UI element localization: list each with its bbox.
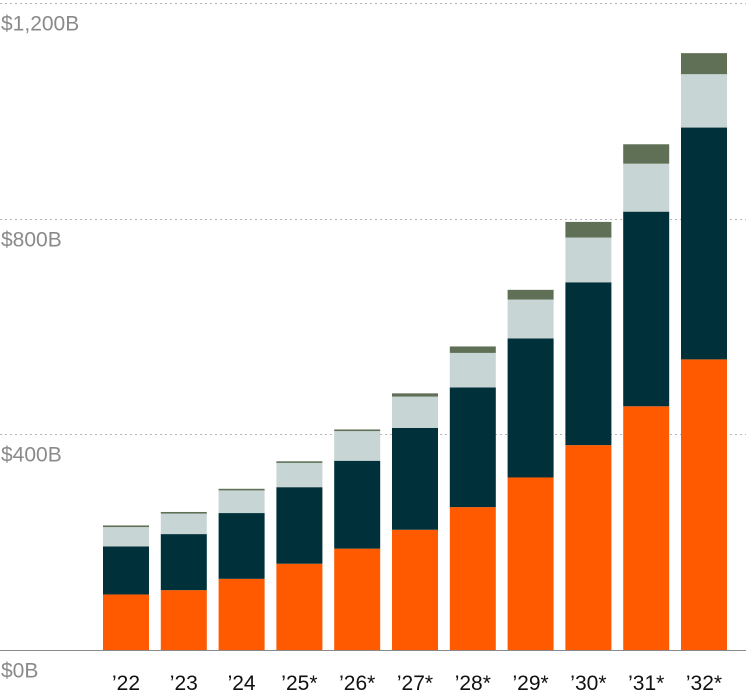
bar-segment bbox=[623, 144, 670, 164]
bar-segment bbox=[103, 594, 149, 650]
bar-segment bbox=[507, 338, 554, 478]
x-tick-label: ’32* bbox=[686, 672, 722, 695]
bar-segment bbox=[449, 352, 496, 388]
bar-segment bbox=[392, 393, 438, 397]
bar-segment bbox=[276, 563, 323, 650]
gridlines bbox=[0, 3, 746, 651]
bar-segment bbox=[565, 445, 612, 650]
bars bbox=[103, 53, 727, 650]
bar-segment bbox=[681, 127, 727, 360]
bar-segment bbox=[334, 431, 381, 461]
y-tick-label: $400B bbox=[1, 444, 62, 467]
y-tick-label: $0B bbox=[1, 660, 38, 683]
bar-segment bbox=[276, 462, 323, 488]
bar-segment bbox=[160, 534, 207, 591]
bar-segment bbox=[334, 429, 381, 432]
x-tick-label: ’28* bbox=[455, 672, 491, 695]
bar-segment bbox=[565, 282, 612, 446]
x-tick-label: ’24 bbox=[228, 672, 256, 695]
bar-segment bbox=[392, 529, 438, 650]
bar-segment bbox=[507, 477, 554, 650]
bar-segment bbox=[334, 460, 381, 549]
x-tick-label: ’30* bbox=[570, 672, 606, 695]
bar-segment bbox=[218, 490, 265, 514]
bar-segment bbox=[681, 359, 727, 650]
bar-segment bbox=[565, 237, 612, 283]
bar-segment bbox=[449, 346, 496, 353]
bar-segment bbox=[103, 546, 149, 595]
x-tick-label: ’26* bbox=[339, 672, 375, 695]
bar-segment bbox=[160, 511, 207, 514]
bar-segment bbox=[103, 525, 149, 528]
bar-segment bbox=[449, 387, 496, 508]
x-tick-label: ’25* bbox=[281, 672, 317, 695]
x-tick-label: ’31* bbox=[628, 672, 664, 695]
bar-segment bbox=[681, 53, 727, 75]
bar-segment bbox=[507, 289, 554, 300]
bar-segment bbox=[623, 163, 670, 212]
bar-segment bbox=[160, 590, 207, 650]
x-tick-label: ’29* bbox=[512, 672, 548, 695]
bar-segment bbox=[449, 507, 496, 650]
bar-segment bbox=[218, 578, 265, 650]
x-axis-labels: ’22 ’23 ’24 ’25* ’26* ’27* ’28* ’29* ’30* ’31* ’32… bbox=[112, 672, 722, 695]
bar-segment bbox=[160, 513, 207, 535]
y-tick-label: $1,200B bbox=[1, 13, 79, 36]
bar-segment bbox=[623, 211, 670, 407]
bar-segment bbox=[334, 548, 381, 650]
y-tick-label: $800B bbox=[1, 229, 62, 252]
bar-segment bbox=[276, 461, 323, 463]
x-tick-label: ’22 bbox=[112, 672, 140, 695]
bar-segment bbox=[623, 406, 670, 650]
y-axis-labels: $0B $400B $800B $1,200B bbox=[1, 13, 79, 683]
bar-segment bbox=[565, 221, 612, 238]
bar-segment bbox=[218, 513, 265, 579]
bar-segment bbox=[392, 427, 438, 530]
x-tick-label: ’23 bbox=[170, 672, 198, 695]
bar-segment bbox=[681, 74, 727, 128]
x-tick-label: ’27* bbox=[397, 672, 433, 695]
bar-segment bbox=[276, 487, 323, 564]
bar-segment bbox=[218, 488, 265, 491]
bar-segment bbox=[103, 527, 149, 547]
bar-segment bbox=[392, 396, 438, 428]
bar-segment bbox=[507, 299, 554, 339]
